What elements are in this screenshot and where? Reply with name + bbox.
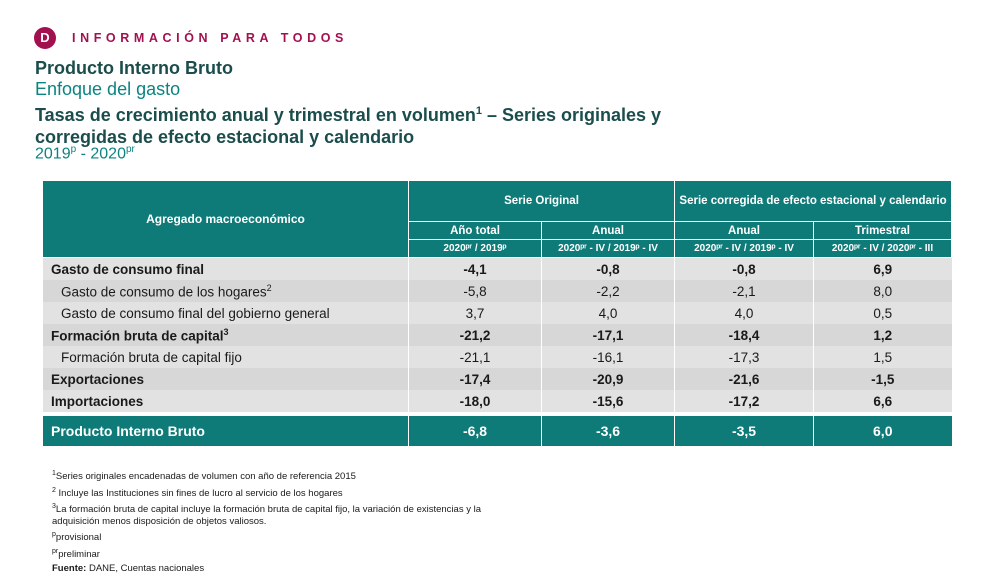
cell: 1,2 (812, 324, 952, 346)
row-label: Importaciones (42, 390, 409, 414)
total-label: Producto Interno Bruto (42, 412, 409, 446)
footnote-p: pprovisional (52, 531, 102, 544)
cell: -15,6 (541, 390, 675, 414)
row-label: Gasto de consumo final del gobierno gene… (42, 302, 409, 324)
cell: -3,6 (541, 412, 675, 446)
period-header: 2020ᵖʳ - IV / 2019ᵖ - IV (541, 239, 675, 258)
cell: 8,0 (812, 280, 952, 302)
cell: -4,1 (408, 257, 542, 280)
cell: 6,0 (812, 412, 952, 446)
table-row: Importaciones -18,0 -15,6 -17,2 6,6 (42, 390, 952, 414)
table-row: Gasto de consumo final -4,1 -0,8 -0,8 6,… (42, 257, 952, 280)
gdp-table: Agregado macroeconómico Serie Original S… (42, 180, 953, 446)
cell: -2,1 (674, 280, 814, 302)
brand-logo-icon: D (34, 27, 56, 49)
period-header: 2020ᵖʳ / 2019ᵖ (408, 239, 542, 258)
cell: 3,7 (408, 302, 542, 324)
cell: 1,5 (812, 346, 952, 368)
footnote-2: 2 Incluye las Instituciones sin fines de… (52, 486, 343, 499)
cell: -3,5 (674, 412, 814, 446)
subheader: Trimestral (812, 221, 953, 240)
cell: -18,4 (674, 324, 814, 346)
title-approach: Enfoque del gasto (35, 79, 181, 99)
cell: -17,4 (408, 368, 542, 390)
table-row: Gasto de consumo final del gobierno gene… (42, 302, 952, 324)
header-serie-corregida: Serie corregida de efecto estacional y c… (673, 180, 953, 222)
table-row: Exportaciones -17,4 -20,9 -21,6 -1,5 (42, 368, 952, 390)
title-main: Producto Interno Bruto (35, 58, 233, 78)
cell: 0,5 (812, 302, 952, 324)
subheader: Anual (541, 221, 675, 240)
footnotes: 1Series originales encadenadas de volume… (52, 468, 522, 576)
cell: -21,6 (674, 368, 814, 390)
cell: 4,0 (674, 302, 814, 324)
subheader: Anual (674, 221, 814, 240)
cell: -6,8 (408, 412, 542, 446)
cell: -16,1 (541, 346, 675, 368)
cell: -21,1 (408, 346, 542, 368)
brand-tagline: INFORMACIÓN PARA TODOS (72, 31, 348, 45)
cell: 4,0 (541, 302, 675, 324)
cell: 6,9 (812, 257, 952, 280)
cell: -18,0 (408, 390, 542, 414)
footnote-pr: prpreliminar (52, 548, 100, 561)
cell: -21,2 (408, 324, 542, 346)
title-description: Tasas de crecimiento anual y trimestral … (35, 105, 662, 147)
period-header: 2020ᵖʳ - IV / 2019ᵖ - IV (674, 239, 814, 258)
cell: -2,2 (541, 280, 675, 302)
cell: -20,9 (541, 368, 675, 390)
source-note: Fuente: DANE, Cuentas nacionales (52, 562, 205, 574)
total-row: Producto Interno Bruto -6,8 -3,6 -3,5 6,… (42, 412, 952, 446)
footnote-1: 1Series originales encadenadas de volume… (52, 470, 356, 483)
period-header: 2020ᵖʳ - IV / 2020ᵖʳ - III (812, 239, 953, 258)
row-label: Formación bruta de capital fijo (42, 346, 409, 368)
footnote-3: 3La formación bruta de capital incluye l… (52, 503, 481, 527)
header-serie-original: Serie Original (408, 180, 675, 222)
subheader: Año total (408, 221, 542, 240)
cell: -0,8 (674, 257, 814, 280)
cell: -17,3 (674, 346, 814, 368)
title-period: 2019p - 2020pr (35, 144, 135, 163)
cell: -17,1 (541, 324, 675, 346)
table-row: Gasto de consumo de los hogares2 -5,8 -2… (42, 280, 952, 302)
row-label: Formación bruta de capital3 (42, 324, 409, 346)
cell: 6,6 (812, 390, 952, 414)
cell: -1,5 (812, 368, 952, 390)
row-label: Exportaciones (42, 368, 409, 390)
row-label: Gasto de consumo de los hogares2 (42, 280, 409, 302)
header-aggregate: Agregado macroeconómico (42, 180, 409, 258)
table-row: Formación bruta de capital fijo -21,1 -1… (42, 346, 952, 368)
row-label: Gasto de consumo final (42, 257, 409, 280)
table-row: Formación bruta de capital3 -21,2 -17,1 … (42, 324, 952, 346)
cell: -0,8 (541, 257, 675, 280)
cell: -17,2 (674, 390, 814, 414)
cell: -5,8 (408, 280, 542, 302)
